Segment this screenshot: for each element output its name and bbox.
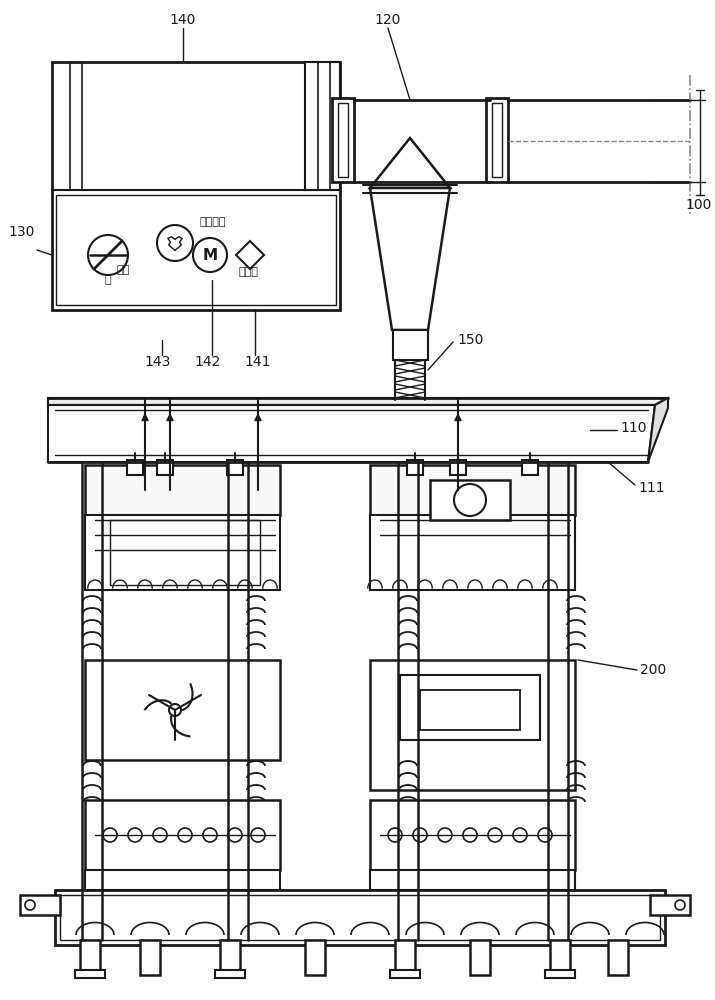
Text: 热泵: 热泵 <box>117 265 129 275</box>
Circle shape <box>463 828 477 842</box>
Bar <box>55 890 665 945</box>
Bar <box>110 520 260 585</box>
Bar <box>470 940 490 975</box>
Polygon shape <box>648 398 668 462</box>
Bar <box>420 690 520 730</box>
Circle shape <box>675 900 685 910</box>
Bar <box>450 460 466 475</box>
Bar <box>60 895 660 940</box>
Bar <box>305 62 340 190</box>
Bar <box>370 515 575 590</box>
Polygon shape <box>48 398 668 405</box>
Bar <box>75 970 105 978</box>
Polygon shape <box>370 138 450 188</box>
Bar <box>430 480 510 520</box>
Circle shape <box>251 828 265 842</box>
Circle shape <box>538 828 552 842</box>
Polygon shape <box>48 405 655 462</box>
Bar <box>407 460 423 475</box>
Polygon shape <box>236 241 264 269</box>
Circle shape <box>169 704 181 716</box>
Bar <box>85 800 280 870</box>
Bar <box>80 940 100 975</box>
Text: 过滤器: 过滤器 <box>238 267 258 277</box>
Circle shape <box>25 900 35 910</box>
Text: 130: 130 <box>9 225 35 239</box>
Text: 143: 143 <box>145 355 171 369</box>
Circle shape <box>178 828 192 842</box>
Text: 142: 142 <box>194 355 221 369</box>
Bar <box>157 460 173 475</box>
Bar <box>20 895 60 915</box>
Bar <box>393 330 428 360</box>
Bar <box>85 465 280 515</box>
Circle shape <box>413 828 427 842</box>
Bar <box>492 103 502 177</box>
Text: 200: 200 <box>640 663 666 677</box>
Bar <box>220 940 240 975</box>
Text: 100: 100 <box>685 198 711 212</box>
Text: 泵: 泵 <box>104 275 112 285</box>
Bar <box>390 970 420 978</box>
Bar <box>127 460 143 475</box>
Bar <box>370 660 575 790</box>
Bar <box>332 98 354 182</box>
Circle shape <box>388 828 402 842</box>
Bar <box>400 675 540 740</box>
Bar <box>395 940 415 975</box>
Bar <box>56 195 336 305</box>
Bar <box>227 460 243 475</box>
Bar <box>545 970 575 978</box>
Circle shape <box>488 828 502 842</box>
Bar <box>85 660 280 760</box>
Bar <box>550 940 570 975</box>
Polygon shape <box>370 188 450 330</box>
Circle shape <box>153 828 167 842</box>
Circle shape <box>88 235 128 275</box>
Bar <box>370 465 575 515</box>
Circle shape <box>438 828 452 842</box>
Circle shape <box>128 828 142 842</box>
Text: 150: 150 <box>457 333 483 347</box>
Bar <box>52 62 340 310</box>
Circle shape <box>193 238 227 272</box>
Text: 111: 111 <box>638 481 665 495</box>
Circle shape <box>454 484 486 516</box>
Text: 110: 110 <box>620 421 646 435</box>
Text: 141: 141 <box>245 355 271 369</box>
Text: 热交换器: 热交换器 <box>199 217 226 227</box>
Bar <box>215 970 245 978</box>
Bar <box>486 98 508 182</box>
Bar <box>140 940 160 975</box>
Circle shape <box>203 828 217 842</box>
Circle shape <box>103 828 117 842</box>
Text: 140: 140 <box>170 13 196 27</box>
Bar <box>305 940 325 975</box>
Bar <box>85 515 280 590</box>
Bar <box>85 870 280 890</box>
Bar <box>522 460 538 475</box>
Circle shape <box>157 225 193 261</box>
Bar <box>370 870 575 890</box>
Bar <box>370 800 575 870</box>
Text: 120: 120 <box>375 13 401 27</box>
Bar <box>608 940 628 975</box>
Circle shape <box>228 828 242 842</box>
Bar <box>650 895 690 915</box>
Bar <box>338 103 348 177</box>
Text: M: M <box>202 247 217 262</box>
Circle shape <box>513 828 527 842</box>
